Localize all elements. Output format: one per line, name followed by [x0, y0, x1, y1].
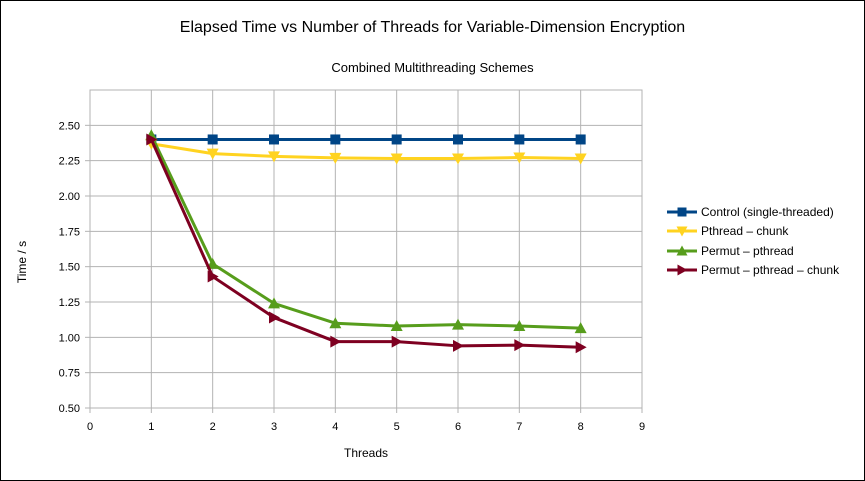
series-line-1	[151, 142, 581, 161]
x-tick-label: 3	[271, 421, 277, 433]
legend-swatch	[667, 264, 697, 276]
data-point	[574, 153, 587, 165]
y-tick-label: 1.25	[59, 297, 80, 309]
data-point	[575, 134, 586, 145]
data-point	[453, 339, 464, 352]
data-point	[391, 134, 402, 145]
y-tick-label: 0.75	[59, 368, 80, 380]
data-point	[207, 270, 219, 283]
data-point	[268, 297, 280, 309]
data-point	[269, 311, 280, 324]
legend-swatch	[667, 245, 697, 256]
data-point	[330, 134, 341, 145]
x-tick-label: 1	[148, 421, 154, 433]
data-point	[390, 320, 403, 332]
legend-label: Control (single-threaded)	[701, 204, 834, 219]
data-point	[207, 134, 218, 145]
data-point	[269, 134, 279, 145]
x-tick-label: 5	[394, 421, 400, 433]
plot-border	[89, 89, 643, 409]
chart-subtitle: Combined Multithreading Schemes	[331, 60, 534, 75]
legend-item: Permut – pthread	[667, 241, 839, 261]
data-point	[206, 257, 219, 269]
x-tick-label: 6	[455, 421, 461, 433]
legend-swatch	[667, 226, 697, 237]
data-point	[575, 341, 587, 354]
x-tick-label: 9	[639, 421, 645, 433]
data-point	[514, 339, 526, 352]
x-tick-label: 4	[332, 421, 338, 433]
legend-swatch	[667, 207, 697, 217]
y-tick-label: 0.50	[59, 403, 80, 415]
x-axis-label: Threads	[343, 446, 389, 460]
legend-label: Permut – pthread – chunk	[701, 263, 840, 278]
legend-item: Pthread – chunk	[667, 222, 839, 242]
y-tick-label: 2.50	[59, 120, 80, 132]
data-point	[330, 335, 342, 348]
data-point	[513, 152, 526, 164]
data-point	[452, 318, 464, 330]
x-tick-label: 8	[578, 421, 584, 433]
legend-item: Permut – pthread – chunk	[667, 261, 839, 281]
legend-item: Control (single-threaded)	[667, 202, 839, 222]
data-point	[574, 322, 587, 334]
series-line-3	[149, 138, 581, 349]
data-point	[391, 335, 403, 348]
data-point	[452, 153, 464, 165]
data-point	[329, 317, 342, 329]
y-tick-label: 2.25	[59, 156, 80, 168]
chart-title: Elapsed Time vs Number of Threads for Va…	[179, 19, 686, 36]
legend: Control (single-threaded) Pthread – chunk…	[667, 202, 839, 280]
data-point	[390, 153, 403, 165]
x-tick-label: 2	[210, 421, 216, 433]
y-tick-label: 1.50	[59, 262, 80, 274]
data-point	[268, 151, 280, 163]
x-tick-label: 0	[87, 421, 93, 433]
y-tick-label: 1.75	[59, 226, 80, 238]
y-tick-label: 2.00	[59, 191, 80, 203]
y-tick-label: 1.00	[59, 332, 80, 344]
x-tick-label: 7	[516, 421, 522, 433]
series-line-2	[149, 134, 581, 330]
legend-label: Permut – pthread	[701, 243, 794, 258]
data-point	[513, 320, 526, 332]
legend-label: Pthread – chunk	[701, 224, 789, 239]
data-point	[146, 133, 158, 146]
data-point	[206, 148, 219, 160]
data-point	[453, 134, 463, 145]
data-point	[329, 152, 342, 164]
data-point	[514, 134, 525, 145]
